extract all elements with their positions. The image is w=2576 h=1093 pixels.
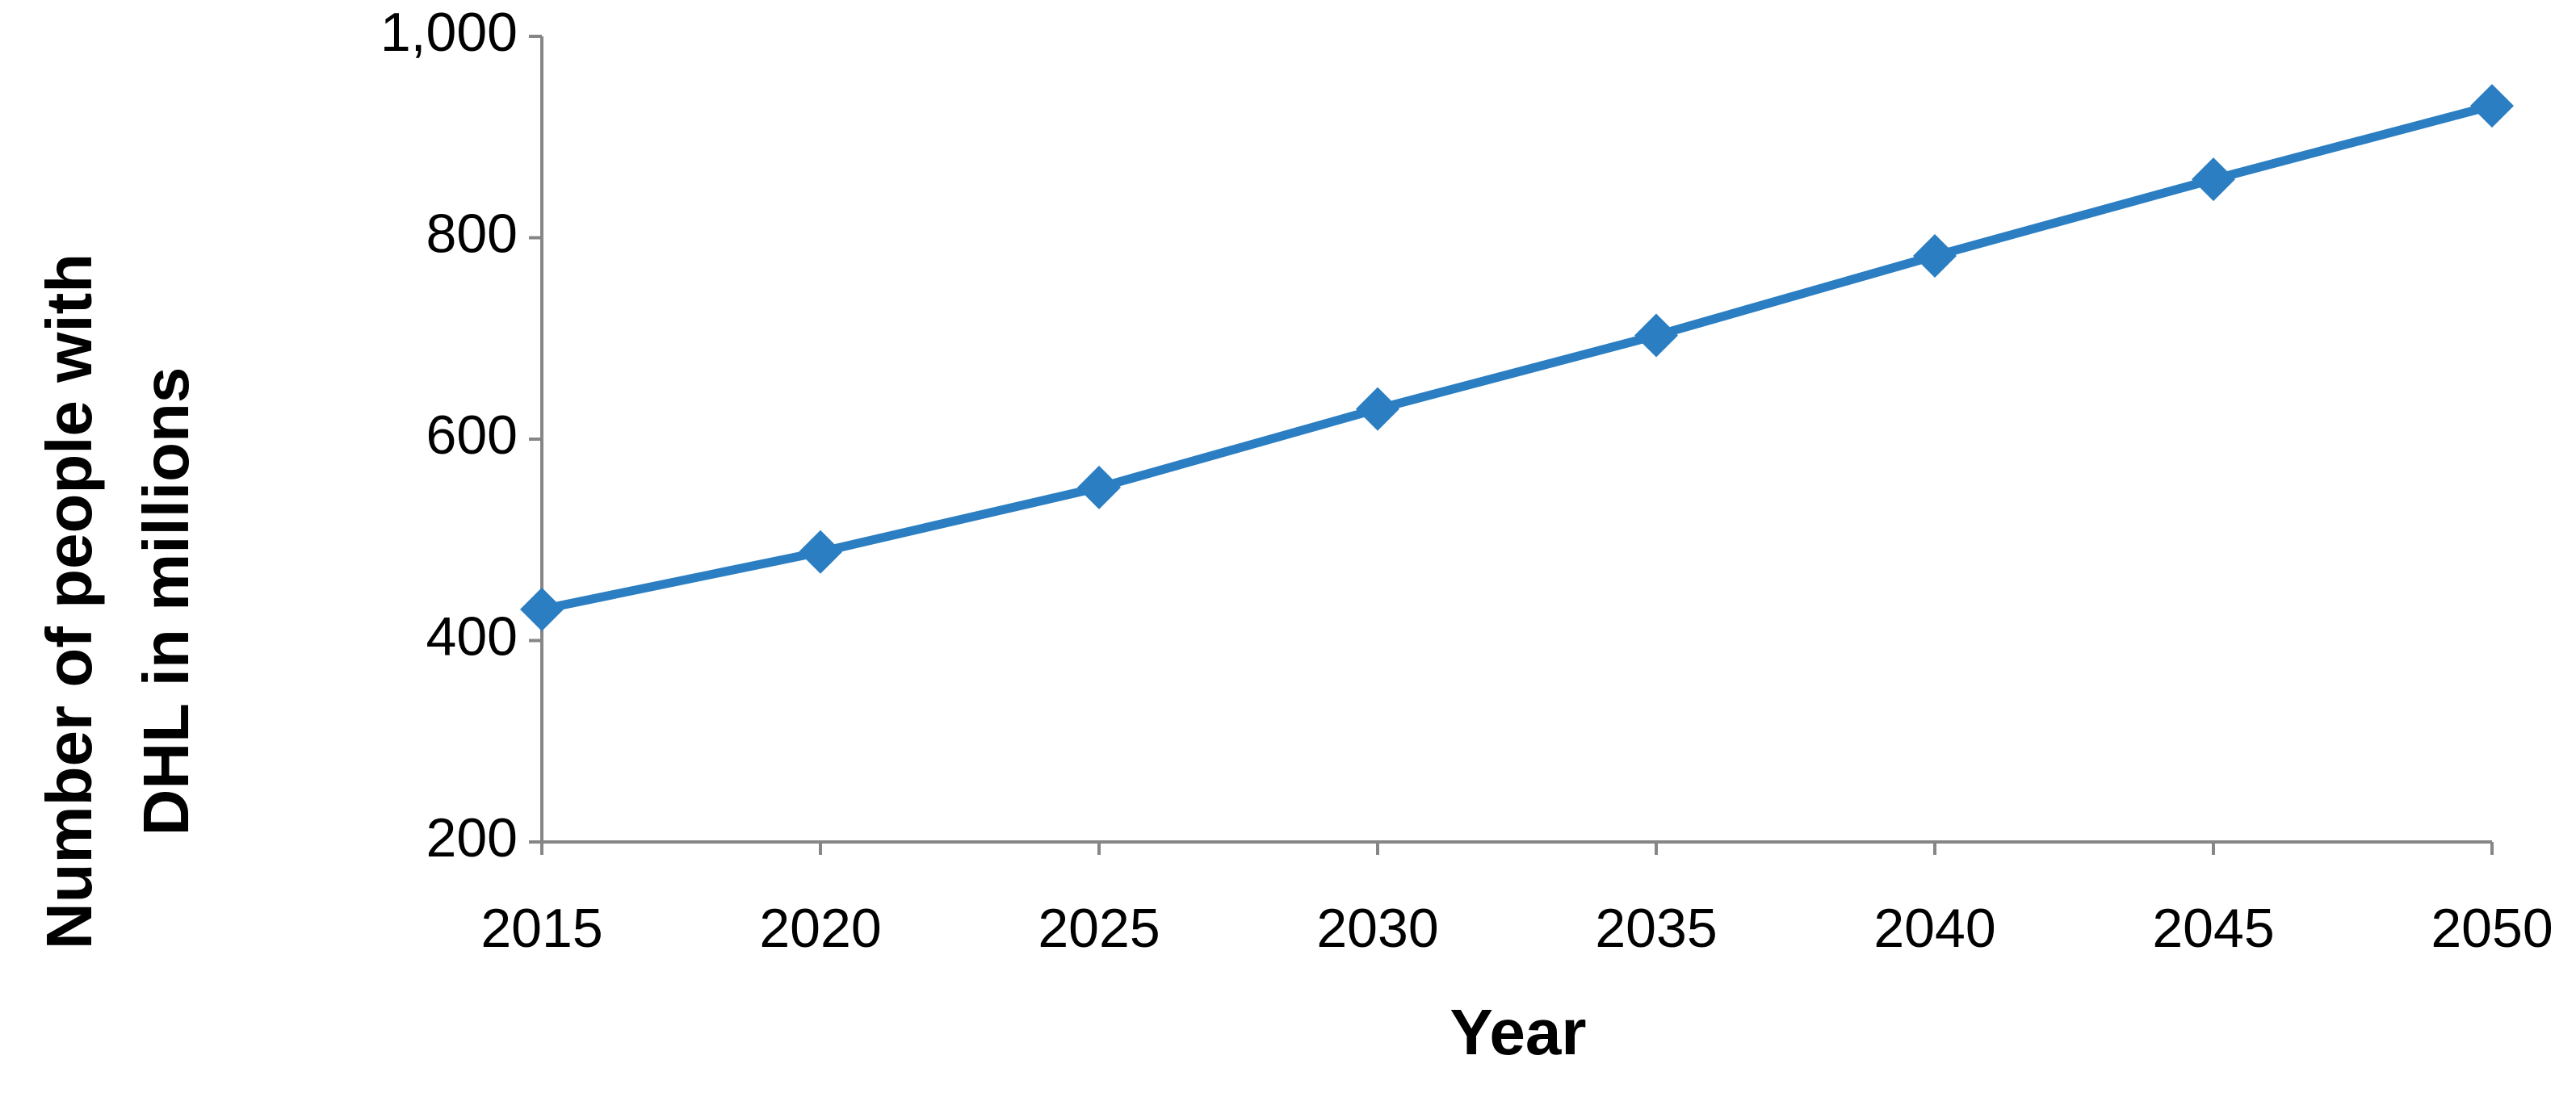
y-tick-label: 200: [426, 807, 518, 869]
marker: [520, 587, 564, 631]
y-tick-label: 800: [426, 203, 518, 264]
x-tick-label: 2025: [1038, 898, 1160, 959]
y-tick-label: 1,000: [380, 2, 518, 63]
y-axis-label: Number of people with: [33, 253, 105, 949]
marker: [2470, 84, 2514, 128]
x-tick-label: 2015: [480, 898, 602, 959]
y-tick-label: 400: [426, 605, 518, 667]
x-tick-label: 2030: [1316, 898, 1438, 959]
marker: [1077, 465, 1121, 509]
x-tick-label: 2045: [2152, 898, 2274, 959]
x-tick-label: 2035: [1595, 898, 1717, 959]
line: [540, 101, 2494, 614]
x-tick-label: 2020: [759, 898, 881, 959]
x-axis-label: Year: [1450, 996, 1586, 1068]
y-axis-label: DHL in millions: [130, 367, 202, 836]
marker: [1634, 313, 1678, 358]
x-tick-label: 2050: [2431, 898, 2553, 959]
marker: [1913, 233, 1957, 278]
marker: [2192, 157, 2235, 202]
x-tick-label: 2040: [1873, 898, 1995, 959]
marker: [799, 530, 842, 574]
marker: [1356, 387, 1399, 431]
y-tick-label: 600: [426, 404, 518, 466]
